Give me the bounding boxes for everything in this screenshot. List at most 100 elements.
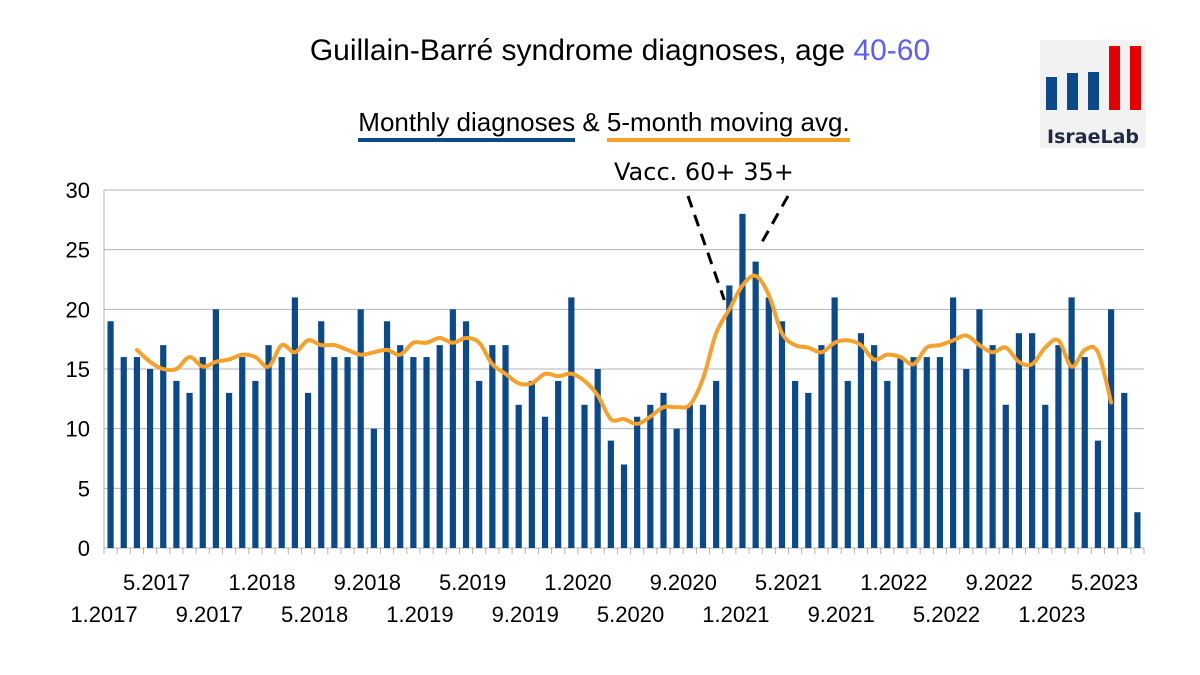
bar-11.2021 <box>871 345 878 548</box>
bar-9.2017 <box>212 309 219 548</box>
bar-3.2018 <box>291 297 298 548</box>
bar-4.2018 <box>304 392 312 548</box>
bar-1.2023 <box>1055 345 1062 548</box>
x-tick-label: 1.2017 <box>70 602 137 627</box>
bar-3.2022 <box>923 357 930 548</box>
bar-9.2022 <box>1002 404 1009 548</box>
bar-5.2019 <box>476 380 483 548</box>
vaccination-annotation: Vacc. 60+ 35+ <box>614 158 794 186</box>
bar-9.2020 <box>686 404 693 548</box>
bar-11.2017 <box>239 357 246 548</box>
bar-2.2022 <box>910 357 917 548</box>
bar-5.2022 <box>950 297 957 548</box>
y-tick-label: 20 <box>66 297 90 322</box>
logo-bar-2 <box>1067 73 1078 110</box>
x-tick-label: 9.2021 <box>808 602 875 627</box>
bar-12.2019 <box>568 297 575 548</box>
bar-10.2021 <box>857 333 865 548</box>
x-tick-label: 9.2020 <box>650 570 717 595</box>
bar-7.2017 <box>186 392 193 548</box>
israelab-logo: IsraeLab <box>1040 40 1146 148</box>
x-tick-label: 9.2017 <box>176 602 243 627</box>
legend-joiner: & <box>582 107 600 137</box>
bar-8.2020 <box>673 428 680 548</box>
bar-12.2021 <box>884 380 891 548</box>
x-tick-label: 5.2021 <box>755 570 822 595</box>
bar-11.2020 <box>713 380 720 548</box>
legend-bars-label: Monthly diagnoses <box>358 107 576 142</box>
chart-title-age: 40-60 <box>853 34 931 67</box>
annotation-line-60plus <box>686 195 726 301</box>
bar-9.2018 <box>370 428 377 548</box>
bar-12.2022 <box>1042 404 1049 548</box>
bar-9.2021 <box>844 380 851 548</box>
x-tick-label: 5.2022 <box>913 602 980 627</box>
x-tick-label: 5.2019 <box>439 570 506 595</box>
bar-4.2023 <box>1094 440 1102 548</box>
bar-7.2021 <box>818 345 825 548</box>
bar-3.2023 <box>1081 357 1088 548</box>
x-tick-label: 9.2022 <box>966 570 1033 595</box>
logo-bar-1 <box>1046 77 1057 110</box>
bar-2.2017 <box>120 357 127 548</box>
logo-bar-3 <box>1088 72 1099 110</box>
legend-line-label: 5-month moving avg. <box>606 107 850 142</box>
x-tick-label: 5.2017 <box>123 570 190 595</box>
bar-1.2022 <box>897 357 904 548</box>
bar-6.2023 <box>1121 392 1128 548</box>
bar-5.2018 <box>318 321 325 548</box>
bar-1.2017 <box>107 321 114 548</box>
bar-1.2018 <box>265 345 272 548</box>
bar-2.2023 <box>1068 297 1075 548</box>
bar-3.2019 <box>449 309 456 548</box>
bar-8.2019 <box>515 404 522 548</box>
y-tick-label: 15 <box>66 357 90 382</box>
bar-5.2023 <box>1107 309 1115 548</box>
y-tick-label: 0 <box>78 536 90 561</box>
bar-5.2021 <box>792 380 799 548</box>
bar-1.2019 <box>423 357 430 548</box>
bar-7.2019 <box>502 345 509 548</box>
bar-2.2020 <box>594 369 601 548</box>
bar-12.2017 <box>252 380 259 548</box>
bar-8.2017 <box>199 357 206 548</box>
x-tick-label: 1.2018 <box>228 570 295 595</box>
logo-bar-5 <box>1130 46 1141 110</box>
annotation-line-35plus <box>757 195 790 249</box>
bar-12.2018 <box>410 357 417 548</box>
bar-2.2018 <box>278 357 285 548</box>
x-tick-label: 9.2018 <box>334 570 401 595</box>
bar-1.2020 <box>581 404 588 548</box>
bar-6.2018 <box>331 357 338 548</box>
x-tick-label: 1.2022 <box>860 570 927 595</box>
bar-2.2021 <box>752 261 759 548</box>
bar-7.2018 <box>344 357 351 548</box>
bar-11.2019 <box>555 380 562 548</box>
y-tick-label: 25 <box>66 238 90 263</box>
bar-11.2022 <box>1029 333 1036 548</box>
legend: Monthly diagnoses & 5-month moving avg. <box>0 107 1200 142</box>
bar-8.2022 <box>989 345 996 548</box>
x-tick-label: 1.2021 <box>702 602 769 627</box>
bar-6.2020 <box>647 404 654 548</box>
y-tick-label: 30 <box>66 178 90 203</box>
bar-3.2021 <box>765 297 772 548</box>
logo-bar-4 <box>1109 46 1120 110</box>
bar-7.2020 <box>660 392 667 548</box>
x-tick-label: 1.2019 <box>386 602 453 627</box>
bar-6.2021 <box>805 392 812 548</box>
x-tick-label: 5.2023 <box>1071 570 1138 595</box>
chart-title: Guillain-Barré syndrome diagnoses, age 4… <box>0 34 1200 68</box>
bar-4.2017 <box>146 369 154 548</box>
y-tick-label: 10 <box>66 417 90 442</box>
bar-11.2018 <box>397 345 404 548</box>
bar-4.2021 <box>778 321 786 548</box>
moving-average-line <box>134 273 1114 426</box>
bar-4.2020 <box>620 464 628 548</box>
bar-6.2022 <box>963 369 970 548</box>
x-tick-label: 5.2020 <box>597 602 664 627</box>
bar-10.2018 <box>383 321 391 548</box>
x-tick-label: 5.2018 <box>281 602 348 627</box>
